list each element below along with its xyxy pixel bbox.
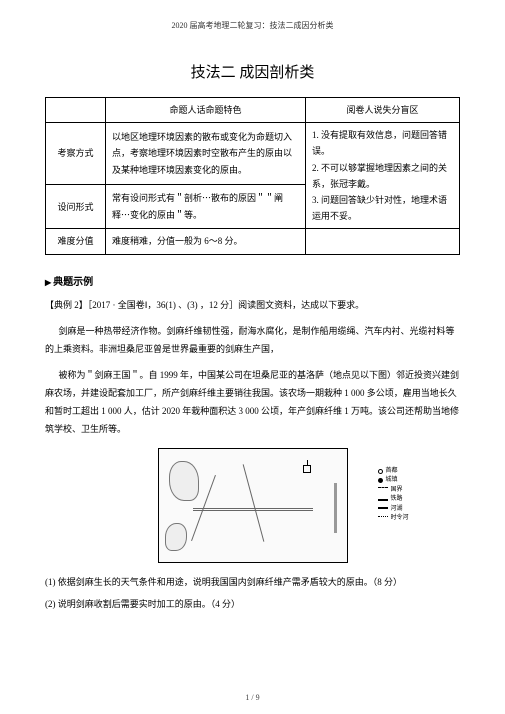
legend-6: 时令河: [390, 514, 408, 524]
table-head-left: 命题人话命题特色: [106, 98, 306, 123]
section-label: 典题示例: [45, 273, 460, 288]
question-1: (1) 依据剑麻生长的天气条件和用途，说明我国国内剑麻纤维产需矛盾较大的原由。（…: [55, 573, 460, 591]
page-footer: 1 / 9: [0, 693, 505, 702]
main-title: 技法二 成因剖析类: [45, 61, 460, 82]
analysis-table: 命题人话命题特色 阅卷人说失分盲区 考察方式 以地区地理环境因素的散布或变化为命…: [45, 97, 460, 255]
legend-2: 城镇: [385, 476, 397, 486]
cell-0-right: 1. 没有提取有效信息，问题回答错误。 2. 不可以够掌握地理因素之间的关系，张…: [306, 123, 460, 229]
table-corner: [46, 98, 106, 123]
example-intro: 【典例 2】［2017 · 全国卷Ⅰ，36(1) 、(3) ，12 分］阅读图文…: [45, 296, 460, 314]
legend-3: 国界: [390, 486, 402, 496]
legend-4: 铁路: [390, 495, 402, 505]
cell-2-left: 难度稍难，分值一般为 6～8 分。: [106, 229, 306, 254]
paragraph-2: 被称为＂剑麻王国＂。自 1999 年，中国某公司在坦桑尼亚的基洛萨（地点见以下图…: [45, 366, 460, 438]
question-2: (2) 说明剑麻收割后需要实时加工的原由。（4 分）: [55, 595, 460, 613]
cell-0-left: 以地区地理环境因素的散布或变化为命题切入点，考察地理环境因素时空散布产生的原由以…: [106, 123, 306, 185]
map-legend: 首都 城镇 国界 铁路 河湖 时令河: [378, 467, 408, 525]
row-label-0: 考察方式: [46, 123, 106, 185]
table-head-right: 阅卷人说失分盲区: [306, 98, 460, 123]
cell-1-left: 常有设问形式有＂剖析⋯散布的原因＂＂阐释⋯变化的原由＂等。: [106, 184, 306, 228]
legend-1: 首都: [385, 467, 397, 477]
paragraph-1: 剑麻是一种热带经济作物。剑麻纤维韧性强，耐海水腐化，是制作船用缆绳、汽车内衬、光…: [45, 322, 460, 358]
page-header: 2020 届高考地理二轮复习：技法二成因分析类: [45, 20, 460, 31]
row-label-2: 难度分值: [46, 229, 106, 254]
legend-5: 河湖: [390, 505, 402, 515]
map-figure: 首都 城镇 国界 铁路 河湖 时令河: [158, 448, 348, 563]
cell-2-right: [306, 229, 460, 254]
row-label-1: 设问形式: [46, 184, 106, 228]
